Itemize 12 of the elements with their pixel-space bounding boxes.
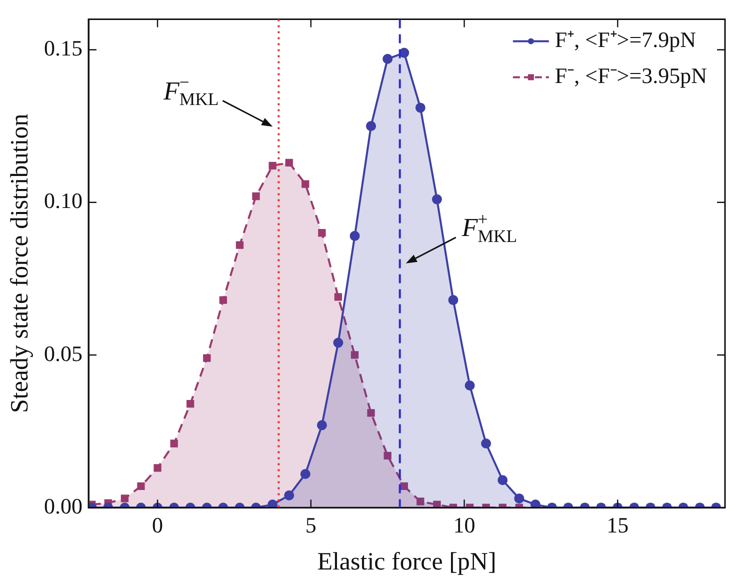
y-tick-label: 0.05 bbox=[44, 340, 82, 366]
x-tick-label: 0 bbox=[152, 512, 164, 538]
x-tick-label: 15 bbox=[606, 512, 629, 538]
y-tick-label: 0.15 bbox=[44, 36, 82, 61]
y-tick-label: 0.00 bbox=[44, 493, 82, 518]
legend-label: F⁻, <F⁻>=3.95pN bbox=[554, 62, 708, 88]
y-axis-title: Steady state force distribution bbox=[6, 113, 34, 414]
x-tick-label: 10 bbox=[453, 512, 476, 538]
y-tick-label: 0.10 bbox=[44, 188, 82, 214]
legend-label: F⁺, <F⁺>=7.9pN bbox=[554, 26, 696, 52]
x-tick-label: 5 bbox=[305, 512, 316, 538]
x-axis-title: Elastic force [pN] bbox=[317, 548, 496, 576]
